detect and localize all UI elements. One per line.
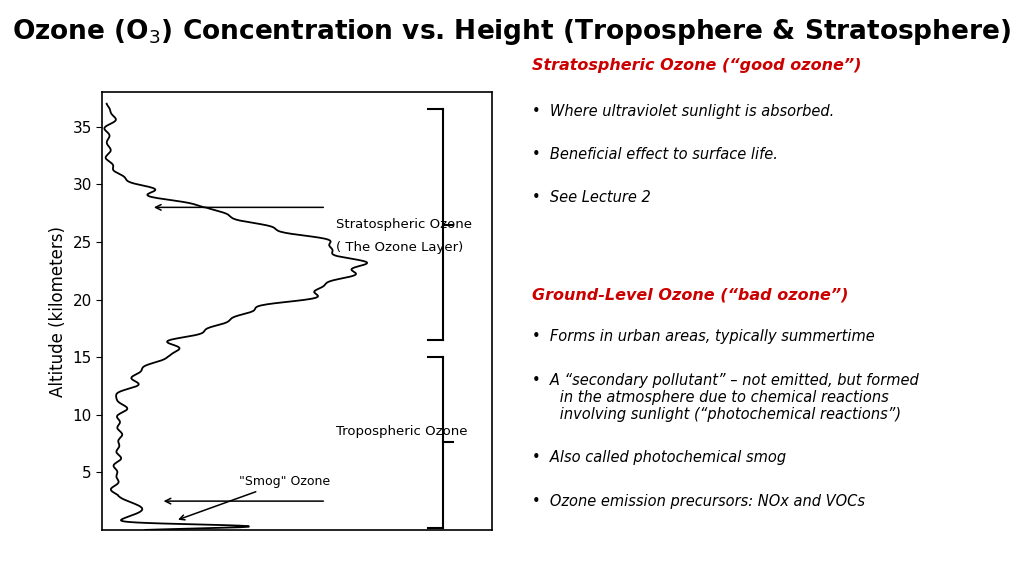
Text: Ground-Level Ozone (“bad ozone”): Ground-Level Ozone (“bad ozone”) (532, 288, 849, 303)
Text: Ozone (O$_3$) Concentration vs. Height (Troposphere & Stratosphere): Ozone (O$_3$) Concentration vs. Height (… (12, 17, 1012, 47)
Text: •  Beneficial effect to surface life.: • Beneficial effect to surface life. (532, 147, 778, 162)
Text: "Smog" Ozone: "Smog" Ozone (179, 475, 330, 520)
Text: •  Ozone emission precursors: NOx and VOCs: • Ozone emission precursors: NOx and VOC… (532, 494, 865, 509)
Text: •  A “secondary pollutant” – not emitted, but formed
      in the atmosphere due: • A “secondary pollutant” – not emitted,… (532, 373, 920, 422)
Text: Stratospheric Ozone: Stratospheric Ozone (336, 218, 472, 231)
Text: •  Also called photochemical smog: • Also called photochemical smog (532, 450, 786, 465)
Y-axis label: Altitude (kilometers): Altitude (kilometers) (49, 226, 67, 396)
Text: Tropospheric Ozone: Tropospheric Ozone (336, 426, 467, 438)
Text: •  Forms in urban areas, typically summertime: • Forms in urban areas, typically summer… (532, 329, 876, 344)
Text: ( The Ozone Layer): ( The Ozone Layer) (336, 241, 463, 254)
Text: Stratospheric Ozone (“good ozone”): Stratospheric Ozone (“good ozone”) (532, 58, 862, 73)
Text: •  See Lecture 2: • See Lecture 2 (532, 190, 651, 205)
Text: •  Where ultraviolet sunlight is absorbed.: • Where ultraviolet sunlight is absorbed… (532, 104, 835, 119)
